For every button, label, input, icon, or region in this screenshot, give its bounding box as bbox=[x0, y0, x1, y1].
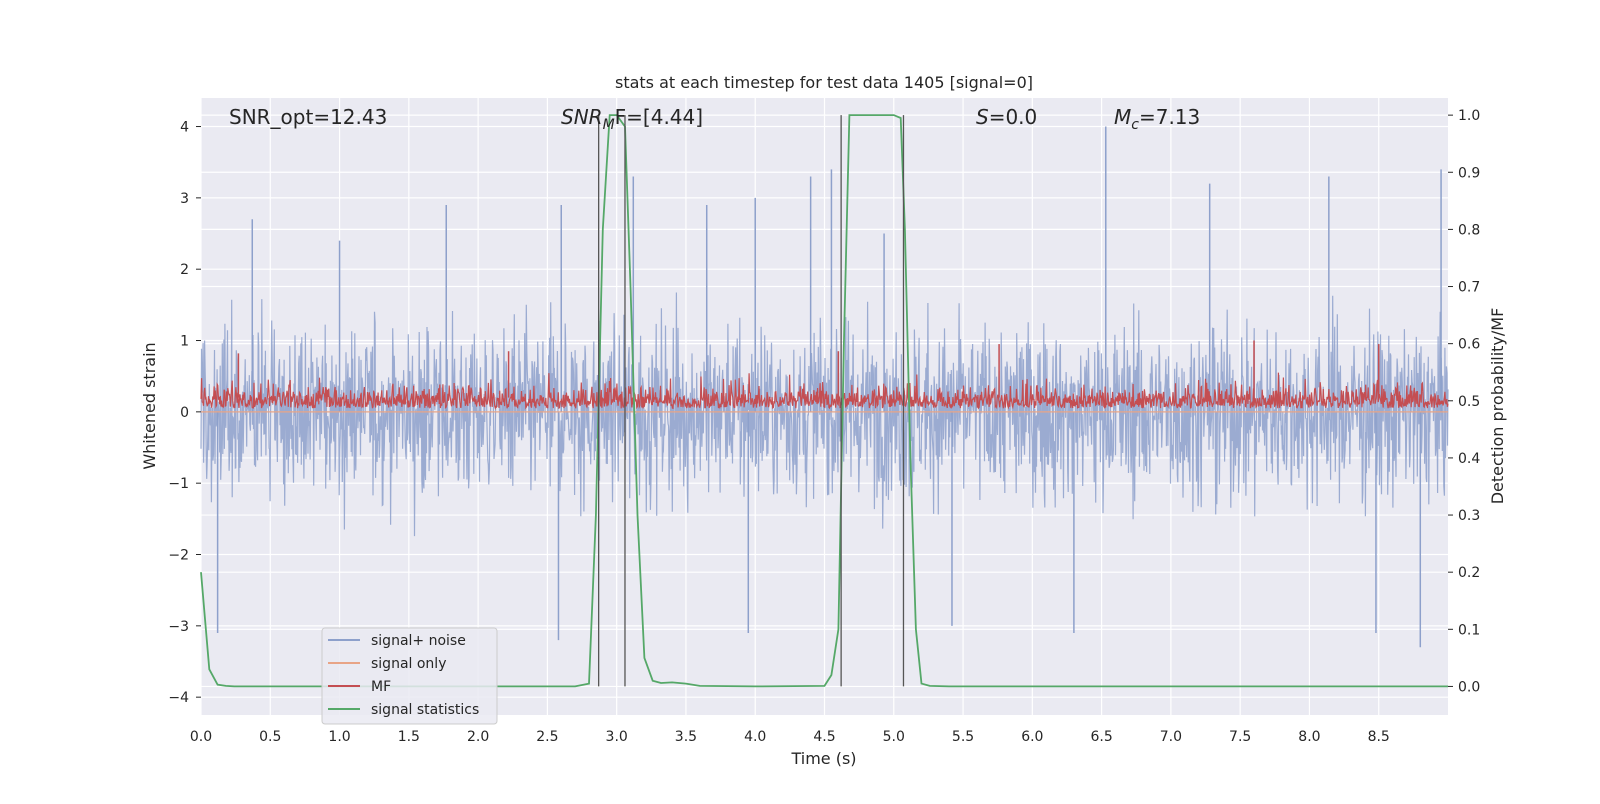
y-right-tick-label: 0.9 bbox=[1458, 165, 1480, 181]
y-right-tick-label: 0.1 bbox=[1458, 622, 1480, 638]
x-tick-label: 2.0 bbox=[467, 729, 489, 745]
x-tick-label: 8.0 bbox=[1298, 729, 1320, 745]
annotation-mc-symbol: M bbox=[1114, 105, 1131, 129]
legend-label-mf: MF bbox=[371, 679, 391, 695]
detection-markers bbox=[598, 115, 905, 687]
annotation-s-value: =0.0 bbox=[989, 105, 1038, 129]
x-tick-label: 7.5 bbox=[1229, 729, 1251, 745]
x-axis-label: Time (s) bbox=[790, 749, 856, 768]
legend-label-signal-only: signal only bbox=[371, 656, 446, 672]
y-left-tick-label: −2 bbox=[168, 548, 189, 564]
legend-box bbox=[321, 627, 498, 725]
x-tick-label: 4.5 bbox=[813, 729, 835, 745]
y-left-tick-label: 2 bbox=[180, 262, 189, 278]
y-right-tick-label: 0.0 bbox=[1458, 679, 1480, 695]
chart-title: stats at each timestep for test data 140… bbox=[615, 73, 1033, 92]
y-right-tick-label: 0.2 bbox=[1458, 565, 1480, 581]
series-line-mf bbox=[200, 372, 1449, 410]
annotation-snr-mf-suffix: F=[4.44] bbox=[615, 105, 703, 129]
y-right-tick-label: 0.4 bbox=[1458, 451, 1480, 467]
x-tick-label: 0.0 bbox=[190, 729, 212, 745]
x-tick-label: 2.5 bbox=[536, 729, 558, 745]
annotation-snr-mf: SNRMF=[4.44] bbox=[561, 105, 703, 133]
x-tick-label: 8.5 bbox=[1368, 729, 1390, 745]
annotation-mc: Mc=7.13 bbox=[1114, 105, 1200, 133]
legend: signal+ noise signal only MF signal stat… bbox=[321, 627, 498, 725]
x-tick-label: 6.0 bbox=[1021, 729, 1043, 745]
x-tick-label: 6.5 bbox=[1090, 729, 1112, 745]
x-tick-label: 5.5 bbox=[952, 729, 974, 745]
y-left-tick-label: 0 bbox=[180, 405, 189, 421]
x-tick-label: 4.0 bbox=[744, 729, 766, 745]
series-line-signal-noise bbox=[200, 292, 1449, 537]
y-left-tick-label: 1 bbox=[180, 334, 189, 350]
series-mf bbox=[200, 340, 1449, 410]
y-left-tick-label: −1 bbox=[168, 476, 189, 492]
annotation-s: S=0.0 bbox=[976, 105, 1037, 129]
annotation-s-symbol: S bbox=[976, 105, 989, 129]
y-right-tick-label: 0.3 bbox=[1458, 508, 1480, 524]
annotation-snr-mf-sub: M bbox=[603, 117, 615, 133]
y-right-tick-label: 0.5 bbox=[1458, 394, 1480, 410]
x-tick-label: 1.0 bbox=[328, 729, 350, 745]
y-right-tick-label: 0.6 bbox=[1458, 337, 1480, 353]
y-left-tick-label: −4 bbox=[168, 690, 189, 706]
series-signal-noise bbox=[200, 126, 1449, 648]
axis-ticks: 0.0 0.5 1.0 1.5 2.0 2.5 3.0 3.5 4.0 4.5 5.0 5.5 6.0 6… bbox=[168, 108, 1480, 745]
annotation-snr-opt: SNR_opt=12.43 bbox=[229, 105, 387, 129]
x-tick-label: 7.0 bbox=[1160, 729, 1182, 745]
x-tick-label: 3.5 bbox=[675, 729, 697, 745]
legend-label-signal-noise: signal+ noise bbox=[371, 633, 466, 649]
y-right-tick-label: 0.8 bbox=[1458, 222, 1480, 238]
x-tick-label: 5.0 bbox=[883, 729, 905, 745]
x-tick-label: 3.0 bbox=[606, 729, 628, 745]
legend-label-signal-statistics: signal statistics bbox=[371, 702, 479, 718]
y-axis-left-label: Whitened strain bbox=[140, 342, 159, 469]
x-tick-label: 0.5 bbox=[259, 729, 281, 745]
annotation-mc-sub: c bbox=[1131, 117, 1139, 133]
x-tick-label: 1.5 bbox=[398, 729, 420, 745]
y-left-tick-label: 3 bbox=[180, 191, 189, 207]
annotation-mc-value: =7.13 bbox=[1139, 105, 1200, 129]
y-left-tick-label: −3 bbox=[168, 619, 189, 635]
y-right-tick-label: 1.0 bbox=[1458, 108, 1480, 124]
annotation-snr-mf-prefix: SNR bbox=[561, 105, 603, 129]
y-axis-right-label: Detection probability/MF bbox=[1488, 308, 1507, 505]
y-left-tick-label: 4 bbox=[180, 120, 189, 136]
y-right-tick-label: 0.7 bbox=[1458, 280, 1480, 296]
